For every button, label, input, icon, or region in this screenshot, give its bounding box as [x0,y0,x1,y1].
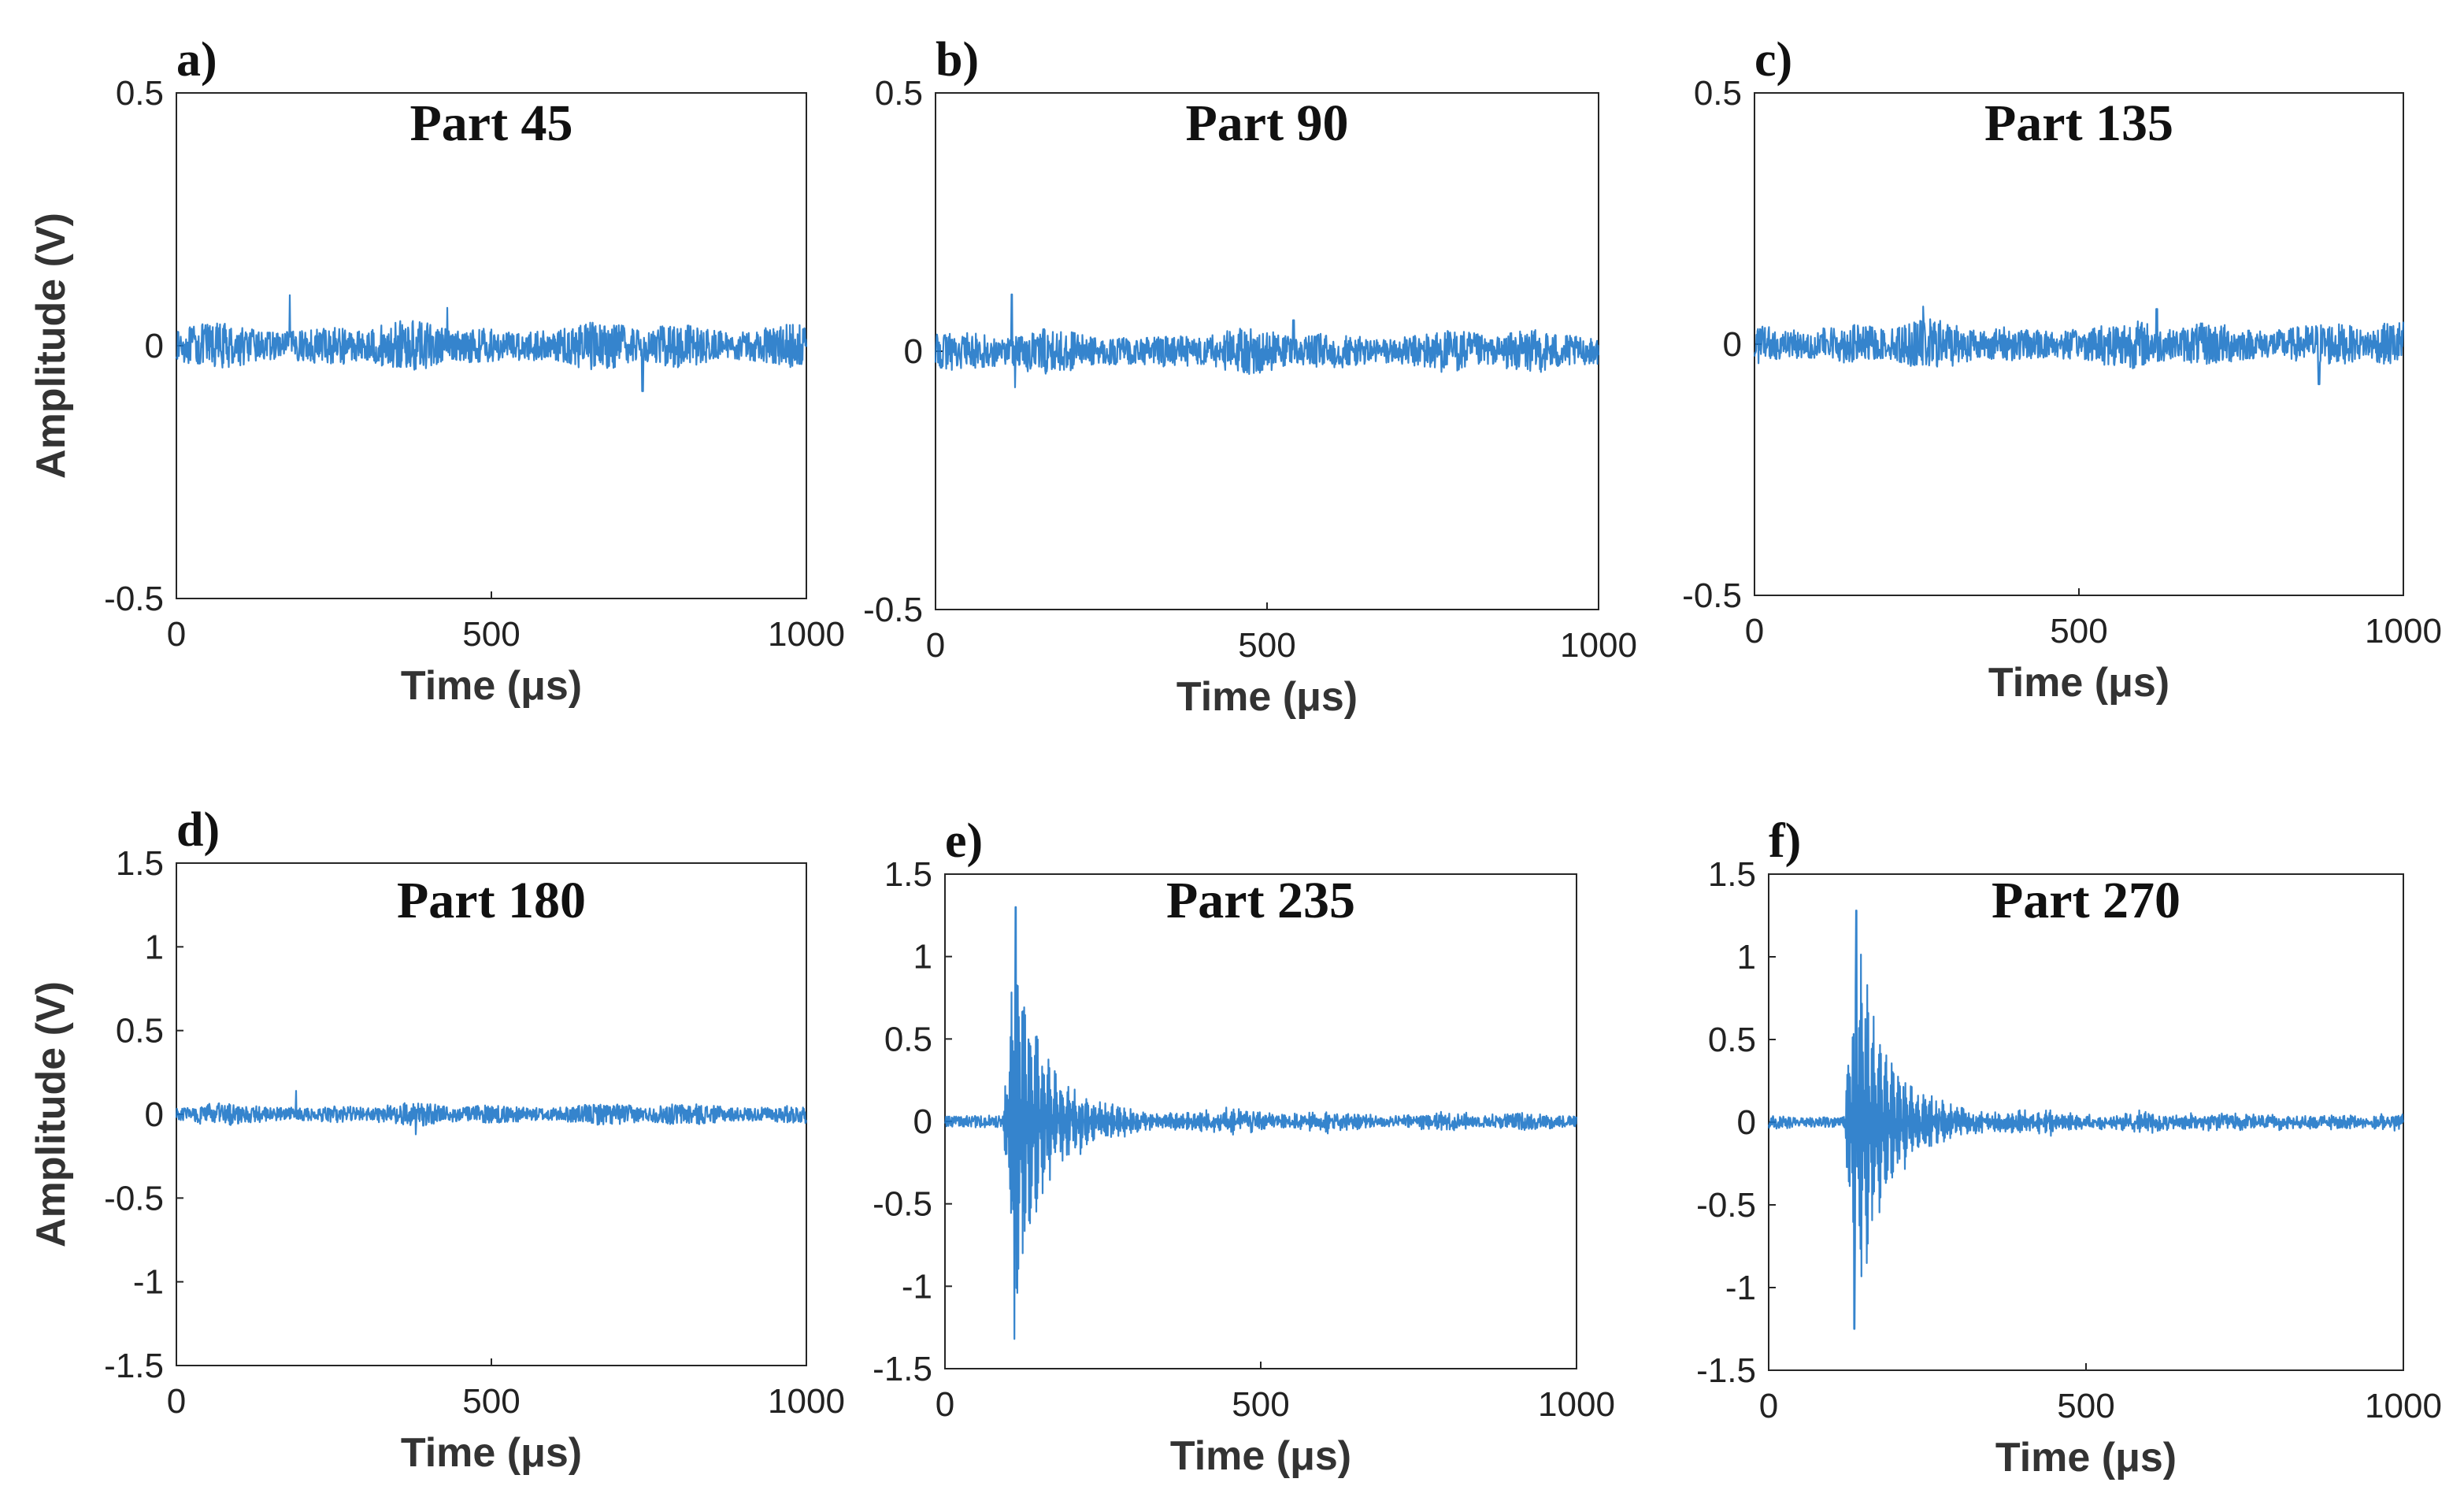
x-tick-label: 500 [462,615,520,654]
signal-line [934,293,1600,388]
y-tick-label: 0 [1737,1103,1756,1142]
x-axis-label: Time (μs) [1170,1433,1351,1479]
x-axis-label: Time (μs) [401,663,582,709]
x-tick-label: 1000 [2365,1387,2442,1425]
y-tick-label: -0.5 [104,580,164,618]
panel-label: a) [176,33,217,87]
chart-title: Part 45 [409,94,572,152]
y-tick-label: -0.5 [1682,576,1742,615]
panel-label: e) [945,814,983,868]
x-tick-label: 0 [936,1385,954,1424]
y-tick-label: 1.5 [884,855,932,894]
x-tick-label: 500 [1238,626,1295,665]
y-tick-label: -1 [133,1263,164,1302]
x-tick-label: 500 [1232,1385,1289,1424]
panel-label: b) [936,33,979,87]
signal-line [1767,910,2405,1330]
y-tick-label: -1.5 [873,1350,932,1388]
x-axis-label: Time (μs) [1176,674,1358,720]
y-tick-label: 1.5 [1708,855,1756,894]
x-tick-label: 1000 [768,615,845,654]
y-tick-label: -0.5 [863,591,923,629]
panel-label: d) [176,803,220,857]
x-tick-label: 1000 [1560,626,1637,665]
y-tick-label: 0.5 [116,1012,164,1051]
chart-title: Part 90 [1185,94,1348,152]
signal-line [175,1090,808,1136]
y-axis-label: Amplitude (V) [28,213,74,479]
y-tick-label: -1.5 [104,1347,164,1385]
x-tick-label: 1000 [2365,612,2442,650]
x-tick-label: 500 [462,1382,520,1421]
chart-title: Part 135 [1984,94,2173,152]
x-axis-label: Time (μs) [1988,660,2169,706]
chart-title: Part 235 [1166,872,1355,929]
x-tick-label: 500 [2057,1387,2114,1425]
y-tick-label: -1.5 [1696,1351,1756,1390]
signal-line [943,906,1578,1340]
y-tick-label: 0 [145,1095,164,1134]
y-tick-label: 0.5 [884,1020,932,1058]
y-tick-label: 1 [145,928,164,966]
y-tick-label: 0 [904,332,923,371]
y-tick-label: 0.5 [1708,1021,1756,1059]
signal-line [1753,306,2405,386]
x-tick-label: 0 [167,615,186,654]
y-tick-label: 0 [1723,325,1742,364]
y-tick-label: 1.5 [116,844,164,883]
x-tick-label: 0 [1745,612,1764,650]
y-tick-label: 1 [1737,938,1756,976]
y-tick-label: -0.5 [873,1185,932,1224]
x-tick-label: 0 [1759,1387,1778,1425]
chart-title: Part 180 [397,872,586,929]
x-tick-label: 500 [2050,612,2107,650]
y-tick-label: 0 [145,327,164,365]
y-tick-label: -0.5 [104,1179,164,1217]
x-tick-label: 0 [167,1382,186,1421]
y-tick-label: 0.5 [1694,74,1742,113]
y-axis-label: Amplitude (V) [28,981,74,1247]
panel-label: f) [1769,814,1801,868]
y-tick-label: 0 [913,1102,932,1141]
signal-line [175,294,808,392]
x-tick-label: 1000 [768,1382,845,1421]
x-axis-label: Time (μs) [1995,1435,2177,1480]
x-tick-label: 1000 [1538,1385,1615,1424]
chart-title: Part 270 [1992,872,2181,929]
x-tick-label: 0 [926,626,945,665]
x-axis-label: Time (μs) [401,1430,582,1476]
y-tick-label: -0.5 [1696,1186,1756,1225]
panel-label: c) [1754,33,1792,87]
y-tick-label: 0.5 [116,74,164,113]
y-tick-label: -1 [902,1267,932,1306]
y-tick-label: 0.5 [875,74,923,113]
y-tick-label: -1 [1725,1269,1756,1307]
y-tick-label: 1 [913,938,932,976]
